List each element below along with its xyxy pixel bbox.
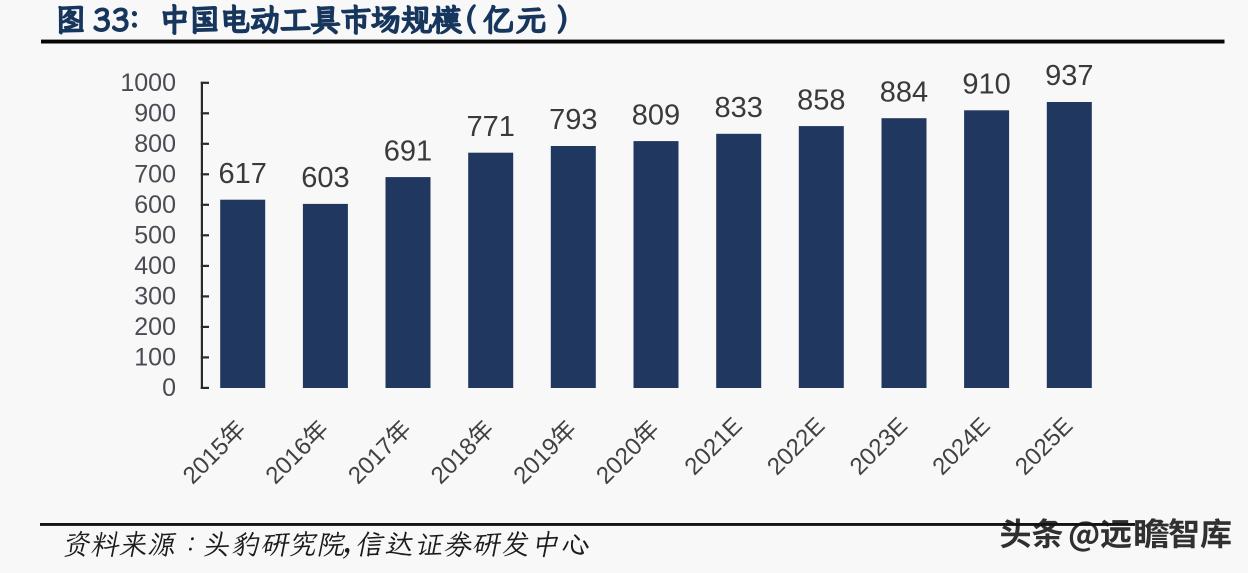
svg-text:858: 858 bbox=[797, 84, 845, 116]
svg-text:600: 600 bbox=[134, 191, 176, 219]
svg-text:500: 500 bbox=[134, 222, 176, 250]
svg-text:400: 400 bbox=[134, 252, 176, 280]
svg-text:937: 937 bbox=[1045, 60, 1093, 92]
svg-text:603: 603 bbox=[301, 162, 349, 194]
svg-text:691: 691 bbox=[384, 135, 432, 167]
svg-text:100: 100 bbox=[134, 344, 176, 372]
svg-text:800: 800 bbox=[134, 130, 176, 158]
svg-text:793: 793 bbox=[549, 104, 597, 136]
svg-text:300: 300 bbox=[134, 283, 176, 311]
svg-text:833: 833 bbox=[715, 92, 763, 124]
svg-text:771: 771 bbox=[467, 111, 515, 143]
svg-text:900: 900 bbox=[134, 100, 176, 128]
svg-text:200: 200 bbox=[134, 313, 176, 341]
svg-text:884: 884 bbox=[880, 76, 928, 108]
svg-text:700: 700 bbox=[134, 161, 176, 189]
svg-text:0: 0 bbox=[162, 374, 176, 402]
svg-text:617: 617 bbox=[219, 158, 267, 190]
svg-text:809: 809 bbox=[632, 99, 680, 131]
svg-text:910: 910 bbox=[962, 69, 1010, 101]
svg-text:1000: 1000 bbox=[120, 69, 176, 97]
